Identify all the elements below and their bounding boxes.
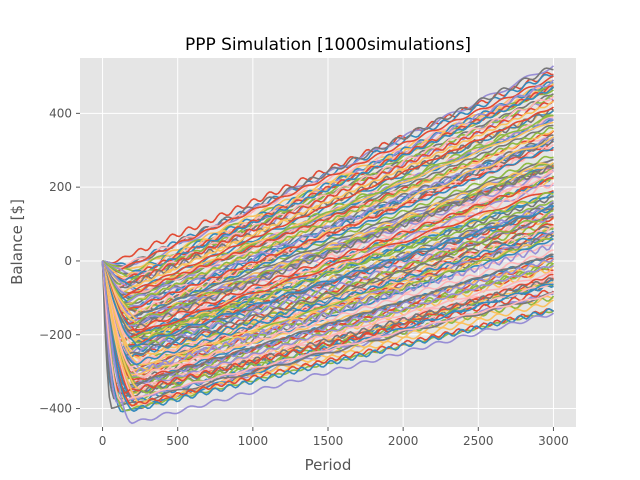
simulation-line [101, 126, 554, 308]
x-axis-label: Period [305, 456, 352, 474]
simulation-line [101, 106, 554, 296]
y-tick-label: 400 [49, 106, 72, 120]
simulation-line [101, 99, 555, 290]
simulation-line [101, 85, 554, 282]
simulation-line [101, 225, 554, 361]
x-tick-label: 3000 [538, 434, 569, 448]
y-tick-label: −400 [39, 402, 72, 416]
simulation-line [101, 260, 554, 410]
simulation-line [101, 75, 554, 274]
simulation-line [101, 260, 554, 403]
simulation-line [101, 200, 554, 343]
x-tick-label: 0 [99, 434, 107, 448]
y-tick-label: 0 [64, 254, 72, 268]
series-lines [101, 65, 555, 425]
simulation-line [101, 205, 555, 353]
simulation-line [101, 192, 554, 352]
simulation-line [101, 208, 554, 352]
simulation-line [101, 249, 554, 378]
y-tick-label: 200 [49, 180, 72, 194]
simulation-line [101, 149, 554, 316]
simulation-line [101, 230, 555, 366]
simulation-line [101, 158, 554, 322]
y-tick-label: −200 [39, 328, 72, 342]
simulation-line [101, 260, 554, 425]
x-axis-ticks: 0 500 1000 1500 2000 2500 3000 [99, 427, 569, 448]
simulation-line [101, 146, 555, 320]
simulation-line [101, 238, 554, 386]
simulation-line [101, 260, 554, 395]
simulation-line [101, 237, 554, 372]
x-tick-label: 2000 [388, 434, 419, 448]
simulation-line [101, 260, 554, 413]
simulation-line [101, 189, 554, 342]
x-tick-label: 500 [166, 434, 189, 448]
simulation-line [101, 137, 554, 313]
simulation-line [101, 242, 555, 376]
simulation-line [101, 204, 554, 353]
simulation-line [101, 260, 555, 395]
simulation-line [101, 138, 555, 316]
simulation-line [101, 129, 554, 304]
simulation-line [101, 101, 554, 293]
simulation-line [101, 260, 554, 404]
x-tick-label: 1000 [238, 434, 269, 448]
simulation-line [101, 164, 554, 332]
x-tick-label: 1500 [313, 434, 344, 448]
simulation-line [101, 253, 554, 387]
y-axis-label: Balance [$] [8, 199, 26, 285]
simulation-line [101, 260, 554, 394]
x-tick-label: 2500 [463, 434, 494, 448]
chart-title: PPP Simulation [1000simulations] [185, 35, 471, 55]
y-axis-ticks: −400 −200 0 200 400 [39, 106, 80, 416]
simulation-line [101, 177, 554, 339]
